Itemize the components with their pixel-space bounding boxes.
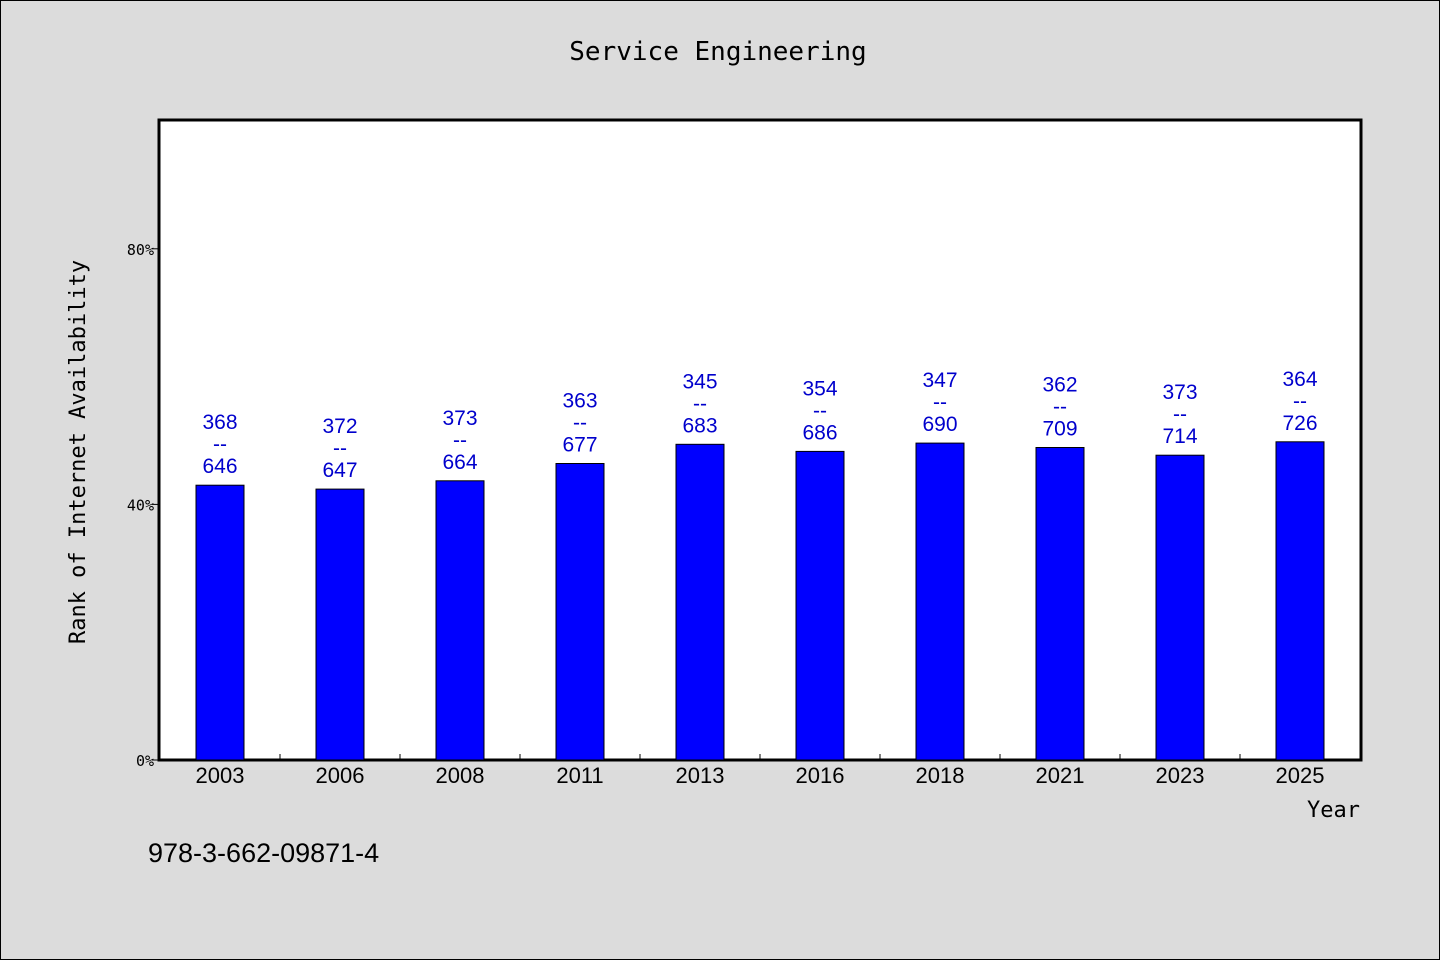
x-tick-label-2006: 2006 <box>316 763 365 788</box>
bars-layer <box>195 441 1325 761</box>
bar-label-separator-2021: -- <box>1053 396 1067 419</box>
bar-label-separator-2025: -- <box>1293 390 1307 413</box>
chart-title: Service Engineering <box>569 37 866 67</box>
bar-label-separator-2003: -- <box>213 433 227 456</box>
bar-label-denominator-2003: 646 <box>202 455 237 478</box>
x-tick-label-2023: 2023 <box>1156 763 1205 788</box>
bar-label-denominator-2016: 686 <box>802 421 837 444</box>
bar-2018 <box>915 442 965 761</box>
x-tick-label-2008: 2008 <box>436 763 485 788</box>
bar-label-separator-2008: -- <box>453 429 467 452</box>
x-tick-label-2011: 2011 <box>556 763 603 788</box>
bar-2021 <box>1035 447 1085 761</box>
x-tick-label-2021: 2021 <box>1036 763 1085 788</box>
bar-2006 <box>315 488 365 761</box>
bar-2023 <box>1155 454 1205 761</box>
bar-label-separator-2016: -- <box>813 399 827 422</box>
bar-labels-layer: 368--646372--647373--664363--677345--683… <box>202 368 1317 482</box>
bar-label-denominator-2006: 647 <box>322 459 357 482</box>
x-tick-label-2016: 2016 <box>796 763 845 788</box>
bar-label-denominator-2023: 714 <box>1162 425 1197 448</box>
x-tick-label-2003: 2003 <box>196 763 245 788</box>
bar-label-numerator-2023: 373 <box>1162 381 1197 404</box>
bar-label-numerator-2013: 345 <box>682 370 717 393</box>
y-tick-label-0: 0% <box>136 752 154 770</box>
axis-layer: 2003 2006 2008 2011 2013 2016 2018 2021 2023 2025… <box>127 241 1325 788</box>
y-axis-label: Rank of Internet Availability <box>66 260 91 644</box>
bar-label-numerator-2025: 364 <box>1282 368 1317 391</box>
y-tick-label-80: 80% <box>127 241 154 259</box>
bar-label-numerator-2008: 373 <box>442 407 477 430</box>
bar-label-denominator-2018: 690 <box>922 413 957 436</box>
bar-label-separator-2023: -- <box>1173 403 1187 426</box>
x-axis-label: Year <box>1307 798 1360 823</box>
bar-label-numerator-2003: 368 <box>202 411 237 434</box>
bar-label-numerator-2018: 347 <box>922 369 957 392</box>
bar-2016 <box>795 450 845 761</box>
x-tick-label-2013: 2013 <box>676 763 725 788</box>
bar-2013 <box>675 443 725 761</box>
bar-label-numerator-2021: 362 <box>1042 374 1077 397</box>
bar-label-denominator-2021: 709 <box>1042 418 1077 441</box>
bar-2008 <box>435 480 485 761</box>
bar-label-separator-2006: -- <box>333 437 347 460</box>
bar-label-numerator-2006: 372 <box>322 415 357 438</box>
y-tick-label-40: 40% <box>127 496 154 514</box>
bar-label-denominator-2008: 664 <box>442 451 477 474</box>
bar-2025 <box>1275 441 1325 761</box>
bar-label-denominator-2025: 726 <box>1282 412 1317 435</box>
bar-label-separator-2013: -- <box>693 392 707 415</box>
bar-label-separator-2011: -- <box>573 412 587 435</box>
bar-label-denominator-2011: 677 <box>562 434 597 457</box>
x-tick-label-2018: 2018 <box>916 763 965 788</box>
x-tick-label-2025: 2025 <box>1276 763 1325 788</box>
bar-label-numerator-2011: 363 <box>562 390 597 413</box>
footer-text: 978-3-662-09871-4 <box>148 838 379 868</box>
bar-label-separator-2018: -- <box>933 391 947 414</box>
bar-2003 <box>195 484 245 761</box>
bar-2011 <box>555 463 605 761</box>
bar-label-denominator-2013: 683 <box>682 414 717 437</box>
bar-label-numerator-2016: 354 <box>802 377 837 400</box>
